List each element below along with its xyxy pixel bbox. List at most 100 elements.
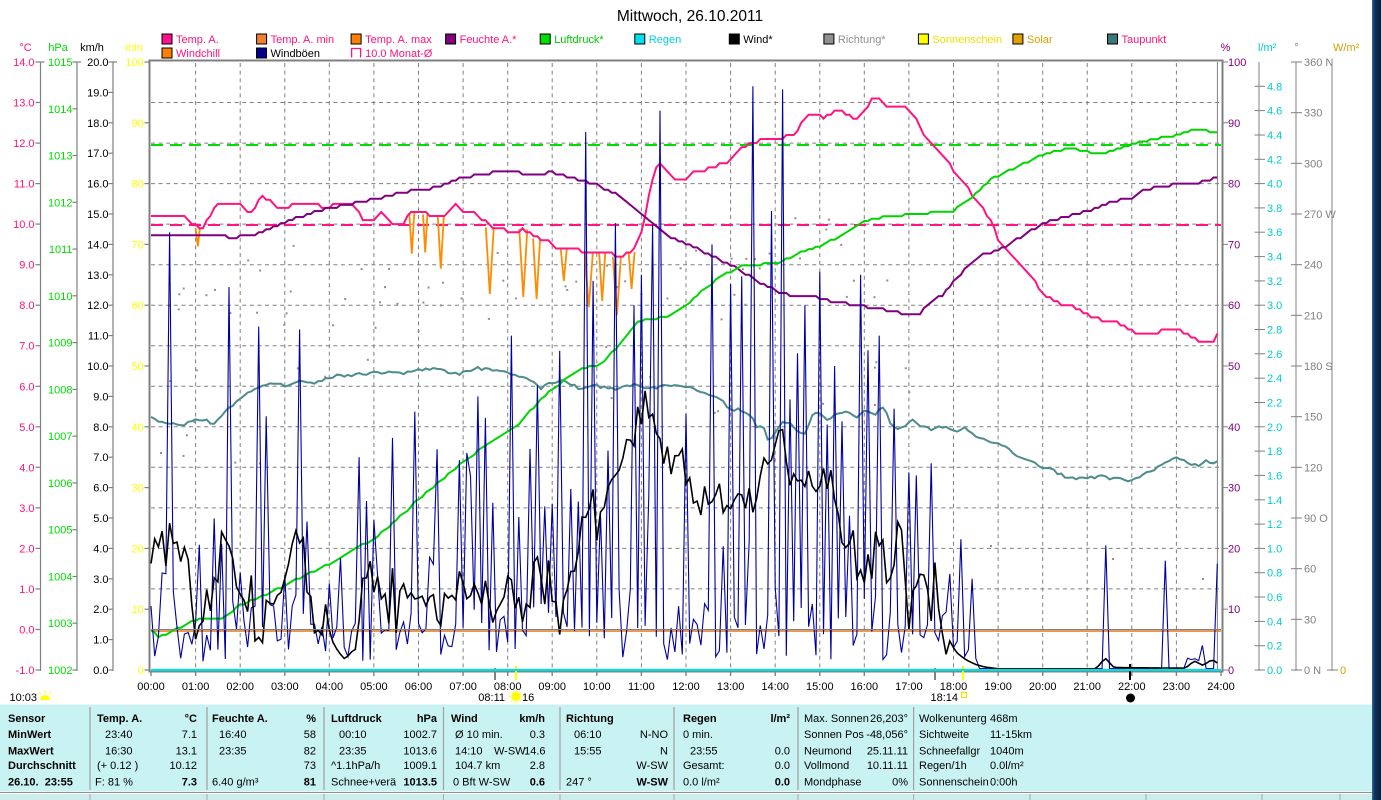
- svg-text:1.6: 1.6: [1267, 470, 1282, 482]
- svg-text:10: 10: [1228, 604, 1240, 616]
- svg-text:20.0: 20.0: [87, 57, 108, 69]
- svg-text:70: 70: [1228, 239, 1240, 251]
- svg-text:^1.1hPa/h: ^1.1hPa/h: [331, 760, 380, 772]
- svg-text:1013: 1013: [48, 151, 72, 163]
- svg-text:0: 0: [1340, 665, 1346, 677]
- svg-text:0: 0: [1228, 665, 1234, 677]
- svg-text:Richtung: Richtung: [566, 713, 614, 725]
- svg-text:0 N: 0 N: [1304, 665, 1321, 677]
- svg-text:08:00: 08:00: [494, 681, 522, 693]
- svg-text:24:00: 24:00: [1207, 681, 1235, 693]
- svg-text:1013.6: 1013.6: [403, 745, 437, 757]
- svg-text:247 °: 247 °: [566, 776, 592, 788]
- svg-text:N-NO: N-NO: [640, 729, 669, 741]
- svg-text:Luftdruck*: Luftdruck*: [554, 34, 604, 46]
- svg-text:1040m: 1040m: [990, 745, 1024, 757]
- svg-text:1009.1: 1009.1: [403, 760, 437, 772]
- svg-text:12.0: 12.0: [87, 300, 108, 312]
- svg-text:21:00: 21:00: [1073, 681, 1101, 693]
- svg-text:13:00: 13:00: [717, 681, 745, 693]
- svg-text:1015: 1015: [48, 57, 72, 69]
- svg-text:Temp. A. min: Temp. A. min: [271, 34, 335, 46]
- svg-text:-48,056°: -48,056°: [866, 729, 908, 741]
- svg-text:Ø 10 min.: Ø 10 min.: [455, 729, 503, 741]
- svg-text:Sonnenschein: Sonnenschein: [932, 34, 1002, 46]
- svg-text:Wolkenunterg: Wolkenunterg: [919, 713, 987, 725]
- svg-text:0.6: 0.6: [530, 776, 545, 788]
- svg-text:23:35: 23:35: [339, 745, 367, 757]
- svg-text:14:10: 14:10: [455, 745, 483, 757]
- svg-text:19:00: 19:00: [984, 681, 1012, 693]
- svg-text:Temp. A. max: Temp. A. max: [365, 34, 432, 46]
- svg-text:08:11: 08:11: [478, 692, 505, 704]
- svg-text:1004: 1004: [48, 572, 72, 584]
- svg-text:Taupunkt: Taupunkt: [1122, 34, 1167, 46]
- svg-text:°C: °C: [19, 42, 31, 54]
- svg-text:20:00: 20:00: [1029, 681, 1057, 693]
- svg-text:80: 80: [131, 179, 143, 191]
- svg-text:23:35: 23:35: [219, 745, 247, 757]
- svg-text:0.0: 0.0: [775, 745, 790, 757]
- svg-text:Luftdruck: Luftdruck: [331, 713, 383, 725]
- svg-text:11-15km: 11-15km: [990, 729, 1032, 741]
- svg-text:2.4: 2.4: [1267, 373, 1282, 385]
- svg-text:-1.0: -1.0: [16, 665, 35, 677]
- svg-text:Solar: Solar: [1027, 34, 1053, 46]
- svg-text:9.0: 9.0: [19, 260, 34, 272]
- svg-text:0.2: 0.2: [1267, 641, 1282, 653]
- svg-text:14.0: 14.0: [87, 239, 108, 251]
- svg-text:3.0: 3.0: [19, 503, 34, 515]
- svg-text:19.0: 19.0: [87, 87, 108, 99]
- svg-text:1002: 1002: [48, 665, 72, 677]
- svg-text:Sensor: Sensor: [8, 713, 46, 725]
- svg-text:1.2: 1.2: [1267, 519, 1282, 531]
- svg-text:4.6: 4.6: [1267, 106, 1282, 118]
- svg-text:60: 60: [131, 300, 143, 312]
- svg-text:1006: 1006: [48, 478, 72, 490]
- svg-text:6.40 g/m³: 6.40 g/m³: [212, 776, 259, 788]
- svg-text:Richtung*: Richtung*: [838, 34, 886, 46]
- svg-text:30: 30: [131, 483, 143, 495]
- svg-text:l/m²: l/m²: [770, 713, 790, 725]
- svg-text:16.0: 16.0: [87, 179, 108, 191]
- svg-text:3.8: 3.8: [1267, 203, 1282, 215]
- svg-text:2.0: 2.0: [1267, 422, 1282, 434]
- svg-text:10:03: 10:03: [10, 692, 38, 704]
- svg-text:01:00: 01:00: [182, 681, 210, 693]
- svg-text:270 W: 270 W: [1304, 209, 1336, 221]
- svg-text:Feuchte A.*: Feuchte A.*: [460, 34, 518, 46]
- svg-text:Gesamt:: Gesamt:: [683, 760, 725, 772]
- svg-text:0.0: 0.0: [19, 625, 34, 637]
- svg-text:1010: 1010: [48, 291, 72, 303]
- svg-text:26,203°: 26,203°: [870, 713, 908, 725]
- svg-text:Feuchte A.: Feuchte A.: [212, 713, 268, 725]
- svg-text:hPa: hPa: [417, 713, 438, 725]
- svg-text:1003: 1003: [48, 618, 72, 630]
- svg-text:0%: 0%: [892, 776, 908, 788]
- svg-text:Regen/1h: Regen/1h: [919, 760, 967, 772]
- svg-text:9.0: 9.0: [93, 391, 108, 403]
- svg-text:1005: 1005: [48, 525, 72, 537]
- svg-text:6.0: 6.0: [93, 483, 108, 495]
- svg-text:360 N: 360 N: [1304, 57, 1333, 69]
- svg-text:F: 81 %: F: 81 %: [95, 776, 133, 788]
- svg-text:80: 80: [1228, 179, 1240, 191]
- svg-text:Schnee+verä: Schnee+verä: [331, 776, 397, 788]
- svg-text:0.4: 0.4: [1267, 616, 1282, 628]
- svg-text:15.0: 15.0: [87, 209, 108, 221]
- svg-text:Regen: Regen: [649, 34, 681, 46]
- svg-text:06:00: 06:00: [405, 681, 433, 693]
- svg-text:10: 10: [131, 604, 143, 616]
- svg-text:8.0: 8.0: [19, 300, 34, 312]
- svg-text:MaxWert: MaxWert: [8, 745, 54, 757]
- svg-text:N: N: [660, 745, 668, 757]
- svg-text:05:00: 05:00: [360, 681, 388, 693]
- svg-text:13.0: 13.0: [13, 98, 34, 110]
- svg-text:Temp. A.: Temp. A.: [176, 34, 219, 46]
- svg-text:8.0: 8.0: [93, 422, 108, 434]
- svg-text:14.6: 14.6: [524, 745, 545, 757]
- svg-text:6.0: 6.0: [19, 381, 34, 393]
- svg-text:2.0: 2.0: [93, 604, 108, 616]
- svg-text:07:00: 07:00: [449, 681, 477, 693]
- svg-text:1.0: 1.0: [1267, 543, 1282, 555]
